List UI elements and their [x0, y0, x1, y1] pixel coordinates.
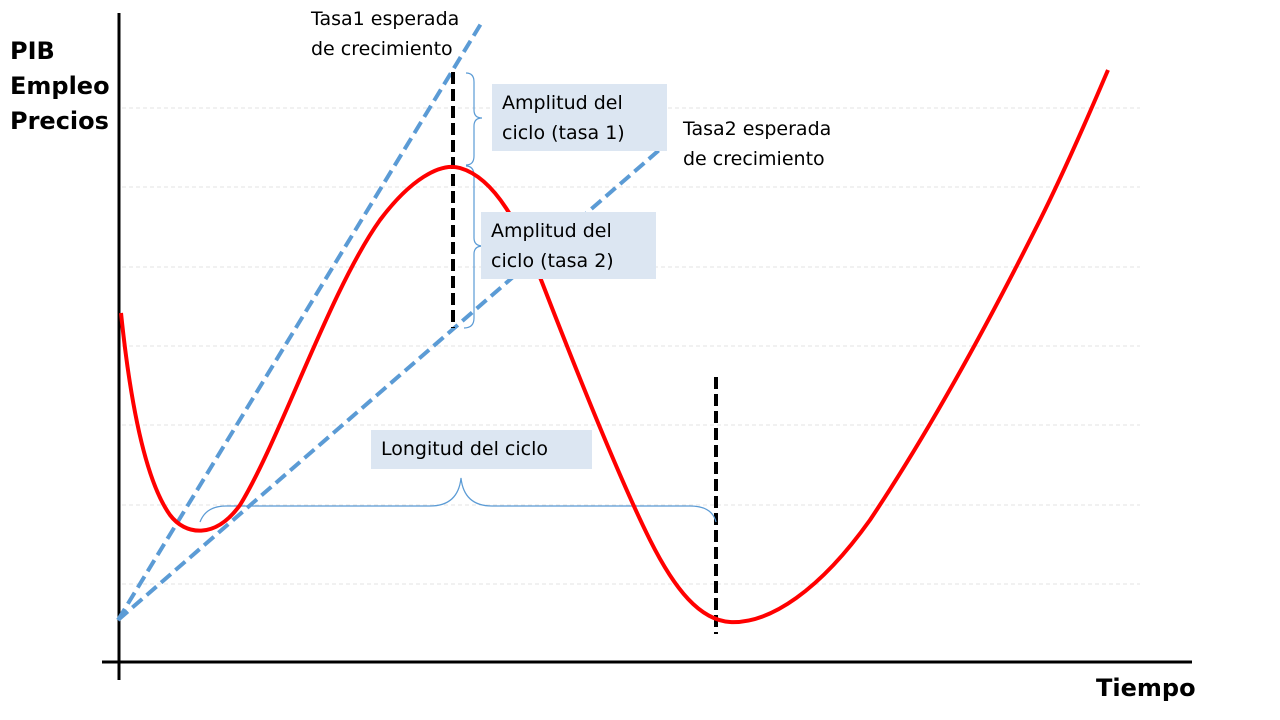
y-axis-label: PIB Empleo Precios	[10, 34, 110, 139]
cycle-length-label: Longitud del ciclo	[381, 438, 548, 460]
amp1-line2: ciclo (tasa 1)	[502, 122, 625, 144]
x-axis-label: Tiempo	[1096, 674, 1196, 702]
business-cycle-curve	[119, 69, 1110, 625]
y-label-precios: Precios	[10, 107, 109, 135]
tasa1-line1: Tasa1 esperada	[311, 8, 460, 30]
trend-line-tasa1	[116, 20, 484, 622]
gridlines	[122, 107, 1140, 585]
tasa2-annotation: Tasa2 esperada de crecimiento	[683, 114, 831, 174]
amplitude-tasa2-box: Amplitud del ciclo (tasa 2)	[481, 212, 656, 279]
amp2-line2: ciclo (tasa 2)	[491, 250, 614, 272]
amp1-line1: Amplitud del	[502, 92, 623, 114]
y-label-pib: PIB	[10, 37, 55, 65]
y-label-empleo: Empleo	[10, 72, 110, 100]
cycle-length-brace	[199, 477, 717, 523]
cycle-length-box: Longitud del ciclo	[371, 430, 592, 469]
amplitude1-brace	[465, 72, 483, 166]
tasa1-line2: de crecimiento	[311, 38, 453, 60]
tasa1-annotation: Tasa1 esperada de crecimiento	[311, 4, 459, 64]
trend-line-tasa2	[116, 143, 667, 622]
tasa2-line2: de crecimiento	[683, 148, 825, 170]
amplitude-tasa1-box: Amplitud del ciclo (tasa 1)	[492, 84, 667, 151]
amp2-line1: Amplitud del	[491, 220, 612, 242]
tasa2-line1: Tasa2 esperada	[683, 118, 832, 140]
